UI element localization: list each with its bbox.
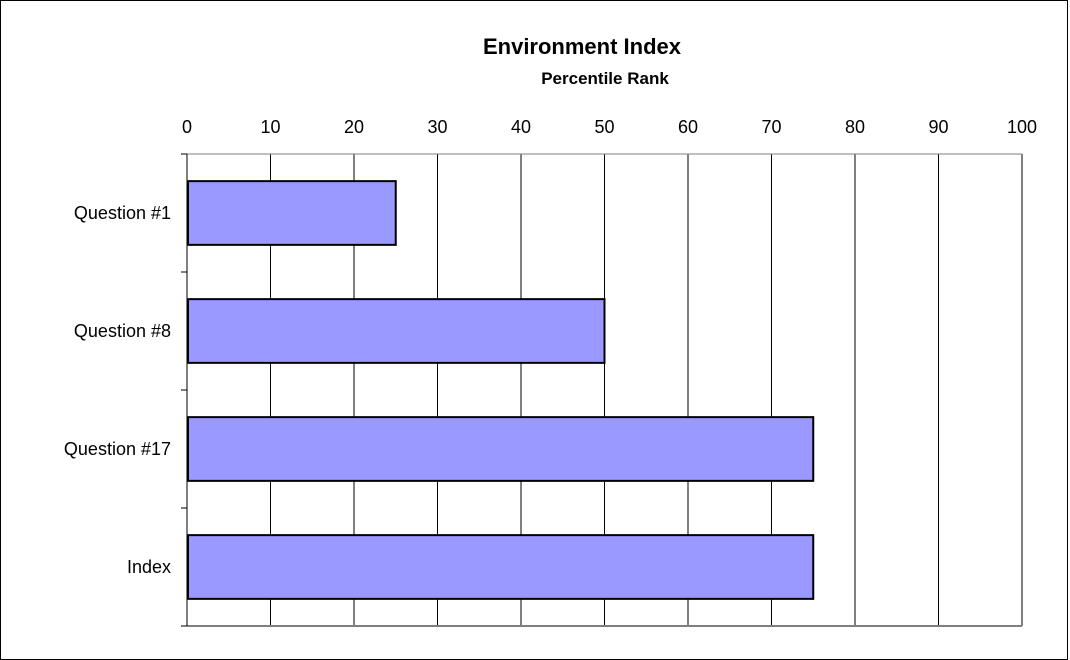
- category-label-question-17: Question #17: [64, 439, 171, 459]
- chart-title: Environment Index: [483, 34, 682, 59]
- bar-question-8: [187, 298, 606, 364]
- category-axis: [181, 153, 188, 627]
- bar-question-17: [187, 416, 815, 482]
- bar-question-1: [187, 180, 397, 246]
- category-label-index: Index: [127, 557, 171, 577]
- category-labels: Question #1 Question #8 Question #17 Index: [64, 203, 171, 577]
- x-tick-label-100: 100: [1007, 117, 1037, 137]
- bar-index: [187, 534, 815, 600]
- x-tick-label-0: 0: [182, 117, 192, 137]
- x-tick-label-10: 10: [260, 117, 280, 137]
- x-tick-label-50: 50: [594, 117, 614, 137]
- x-tick-label-80: 80: [845, 117, 865, 137]
- category-label-question-8: Question #8: [74, 321, 171, 341]
- x-tick-label-20: 20: [344, 117, 364, 137]
- x-axis-tick-labels: 0 10 20 30 40 50 60 70 80 90 100: [182, 117, 1037, 137]
- x-tick-label-60: 60: [678, 117, 698, 137]
- x-tick-label-30: 30: [427, 117, 447, 137]
- x-tick-label-90: 90: [928, 117, 948, 137]
- x-tick-label-70: 70: [761, 117, 781, 137]
- bars: [187, 180, 815, 600]
- x-tick-label-40: 40: [511, 117, 531, 137]
- plot-area-border: [187, 153, 1023, 627]
- category-label-question-1: Question #1: [74, 203, 171, 223]
- chart-subtitle: Percentile Rank: [541, 69, 669, 88]
